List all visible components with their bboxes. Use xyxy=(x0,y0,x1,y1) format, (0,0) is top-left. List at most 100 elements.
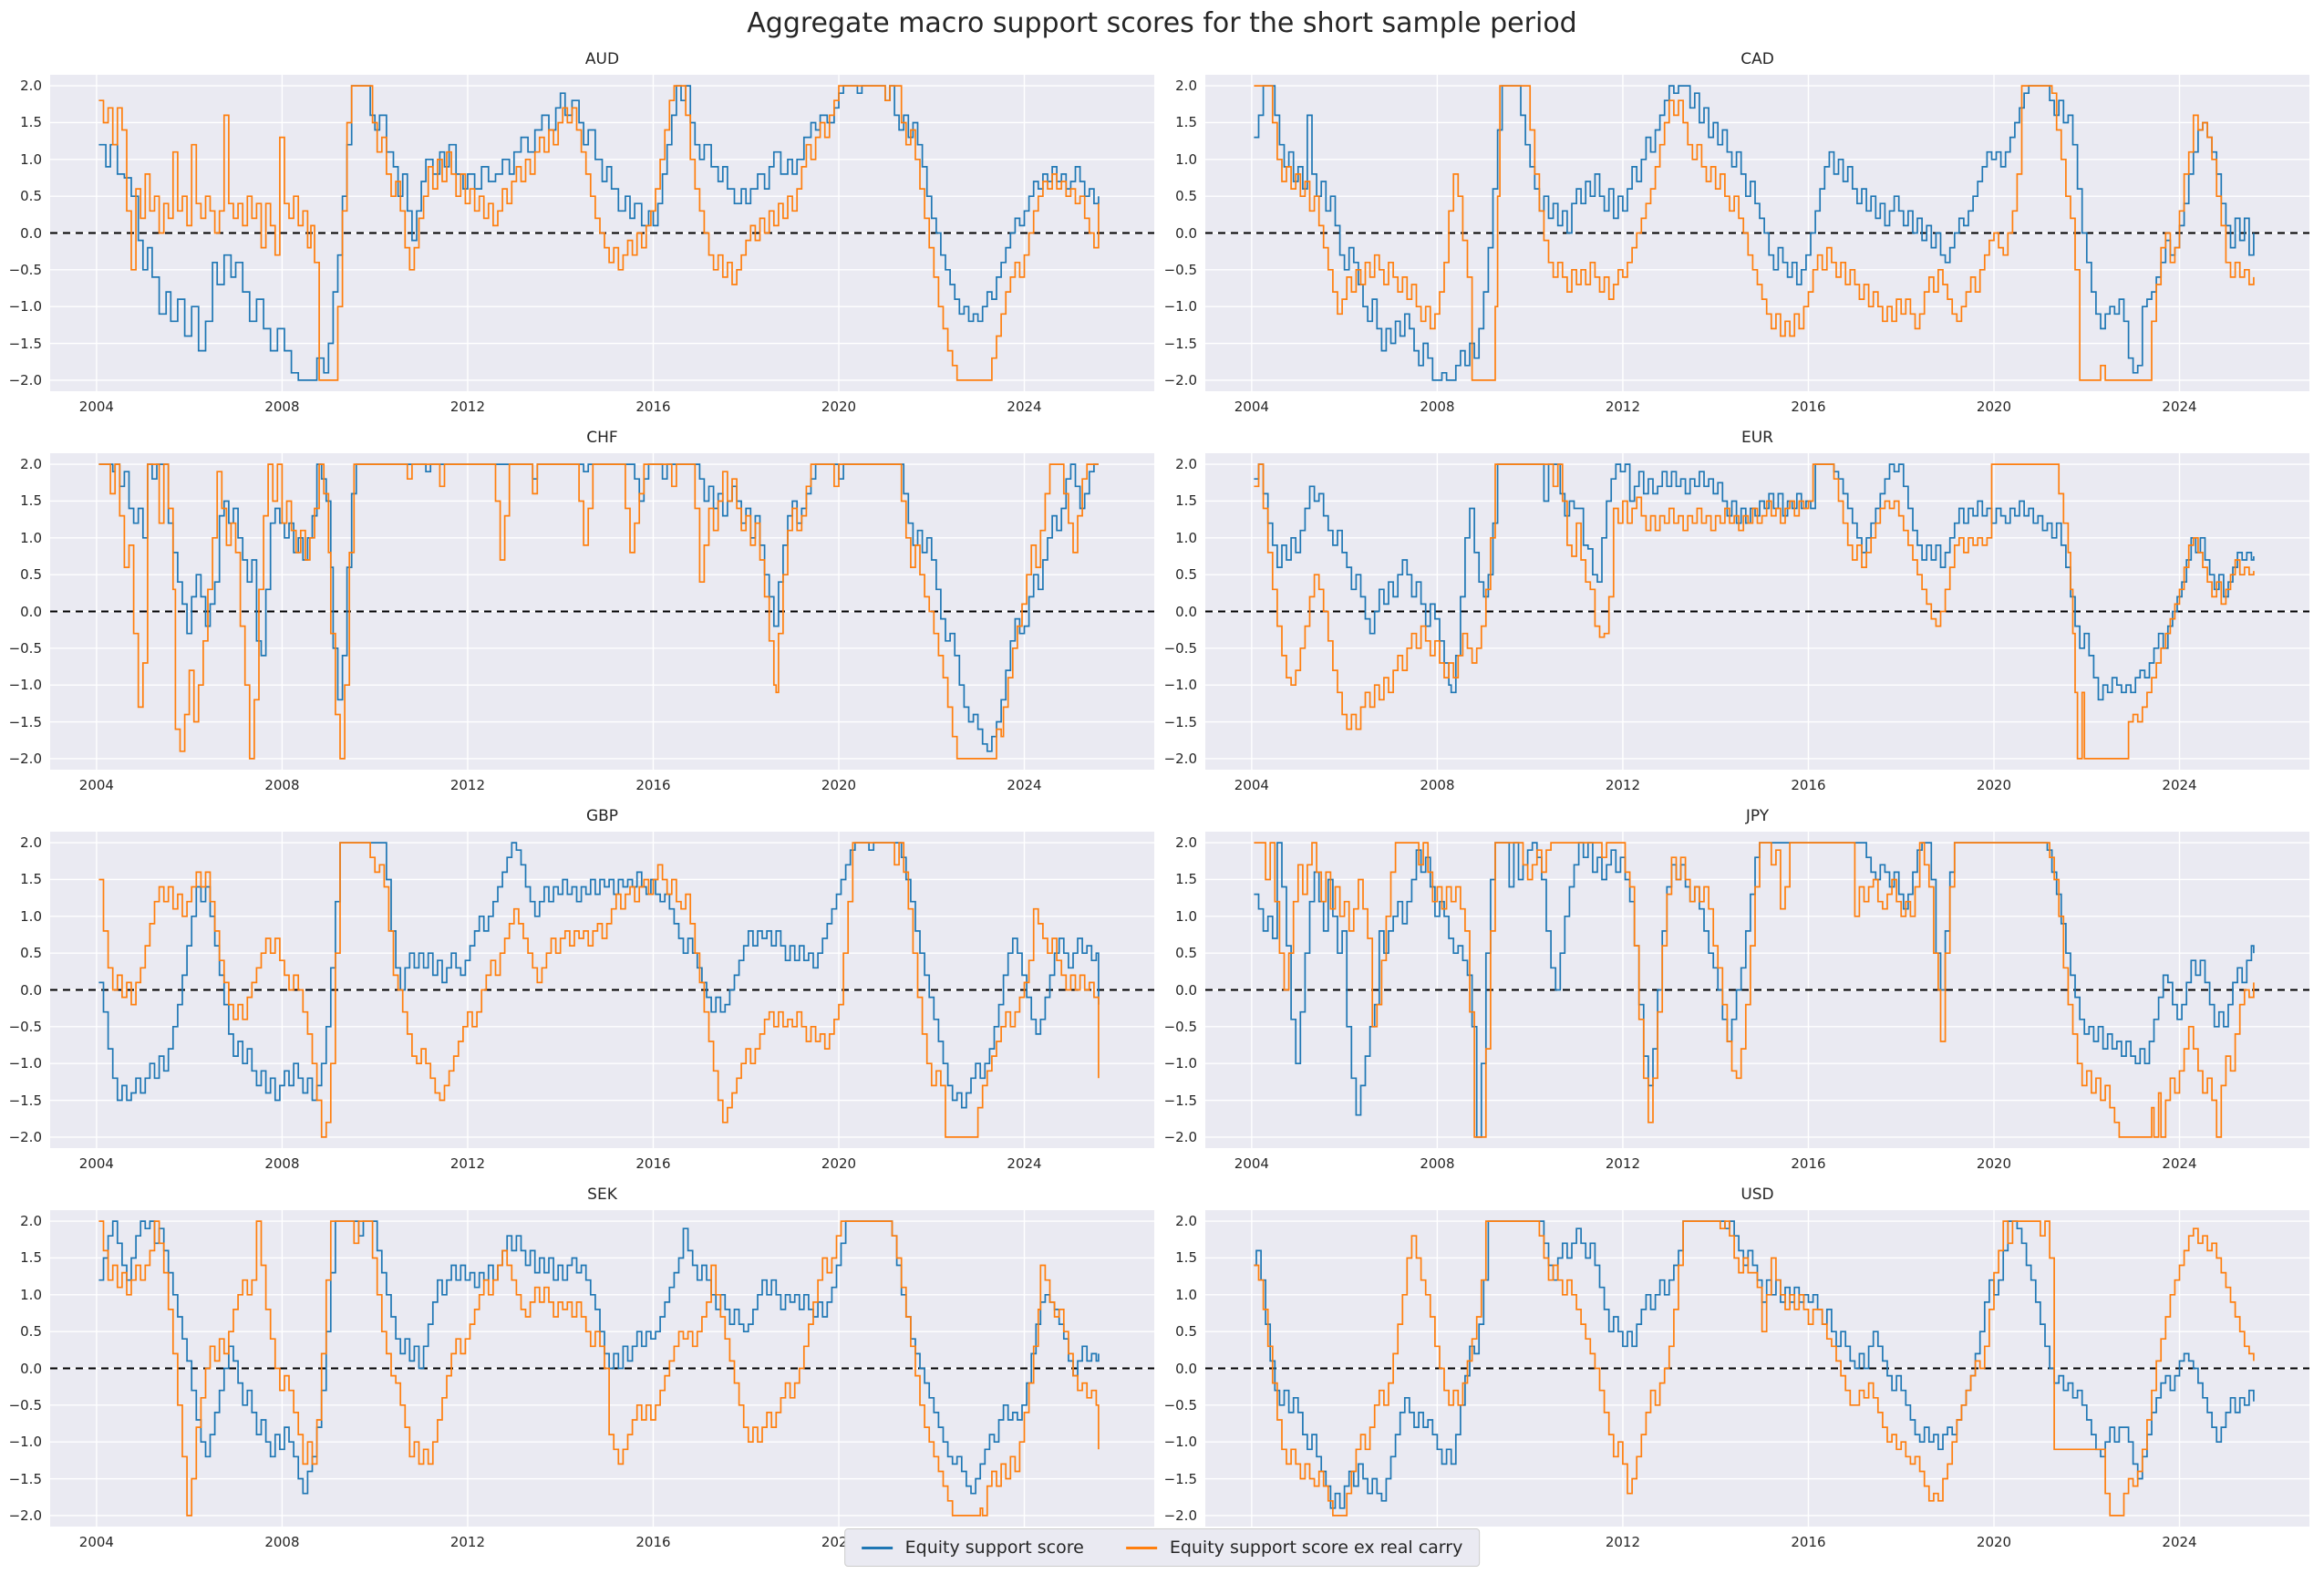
y-tick-label: 1.5 xyxy=(20,492,42,510)
y-tick-label: 1.0 xyxy=(20,907,42,925)
panel-jpy: JPY 2.0 1.5 1.0 0.5 0.0 −0.5 −1.0 −1.5 −2.0 2004 20… xyxy=(1164,807,2309,1172)
y-tick-label: −1.0 xyxy=(1163,677,1197,694)
y-tick-label: −0.5 xyxy=(1163,639,1197,657)
y-tick-label: 2.0 xyxy=(20,78,42,95)
x-tick-label: 2024 xyxy=(1007,1155,1042,1172)
y-tick-label: 1.0 xyxy=(20,150,42,168)
y-tick-label: −1.0 xyxy=(1163,1055,1197,1072)
x-tick-label: 2004 xyxy=(1234,1155,1269,1172)
series-equity-line xyxy=(98,463,1099,752)
y-tick-label: −2.0 xyxy=(8,1507,42,1524)
x-tick-label: 2020 xyxy=(1976,777,2012,793)
x-tick-label: 2008 xyxy=(1420,777,1455,793)
y-tick-label: −2.0 xyxy=(1163,371,1197,388)
panel-cad: CAD 2.0 1.5 1.0 0.5 0.0 −0.5 −1.0 −1.5 −2.0 2004 20… xyxy=(1164,50,2309,415)
x-tick-label: 2004 xyxy=(78,399,114,415)
x-tick-label: 2012 xyxy=(449,777,486,793)
y-tick-label: −1.5 xyxy=(8,713,42,730)
plot-area xyxy=(1205,832,2309,1148)
y-tick-label: 0.5 xyxy=(1175,1323,1197,1341)
series-ex-carry-line xyxy=(98,842,1100,1138)
x-tick-label: 2016 xyxy=(635,777,671,793)
x-tick-label: 2012 xyxy=(1605,777,1641,793)
x-tick-label: 2008 xyxy=(264,1534,300,1550)
series-equity-line xyxy=(98,85,1100,381)
panel-title: EUR xyxy=(1741,429,1773,447)
y-tick-label: 2.0 xyxy=(20,456,42,473)
y-tick-label: 2.0 xyxy=(20,834,42,852)
x-tick-label: 2024 xyxy=(1007,399,1042,415)
y-tick-label: 2.0 xyxy=(1175,78,1197,95)
x-tick-label: 2020 xyxy=(821,777,857,793)
y-tick-label: −1.0 xyxy=(8,298,42,316)
legend-item-ex-carry: Equity support score ex real carry xyxy=(1125,1538,1462,1558)
y-tick-label: 1.0 xyxy=(20,1286,42,1303)
x-tick-label: 2020 xyxy=(1976,1155,2012,1172)
x-tick-label: 2016 xyxy=(1791,1534,1826,1550)
panel-title: CHF xyxy=(586,429,618,447)
y-tick-label: 0.0 xyxy=(20,981,42,999)
plot-area xyxy=(50,832,1154,1148)
y-tick-label: −0.5 xyxy=(8,261,42,278)
x-tick-label: 2004 xyxy=(78,777,114,793)
y-tick-label: 2.0 xyxy=(1175,1213,1197,1230)
series-ex-carry-line xyxy=(1254,1220,2255,1517)
x-tick-label: 2016 xyxy=(1791,399,1826,415)
y-tick-label: −1.0 xyxy=(8,677,42,694)
y-tick-label: −1.5 xyxy=(8,335,42,352)
y-tick-label: −2.0 xyxy=(8,750,42,767)
y-tick-label: 0.0 xyxy=(20,603,42,620)
series-ex-carry-line xyxy=(98,463,1099,760)
y-tick-label: 1.5 xyxy=(1175,1249,1197,1267)
y-tick-label: 1.5 xyxy=(20,1249,42,1267)
series-ex-carry-line xyxy=(98,85,1100,381)
y-tick-label: 2.0 xyxy=(1175,834,1197,852)
y-tick-label: 0.0 xyxy=(1175,981,1197,999)
x-tick-label: 2008 xyxy=(264,1155,300,1172)
y-tick-label: −1.5 xyxy=(1163,1470,1197,1487)
y-tick-label: −0.5 xyxy=(1163,1018,1197,1035)
x-tick-label: 2024 xyxy=(2162,1155,2197,1172)
panel-chf: CHF 2.0 1.5 1.0 0.5 0.0 −0.5 −1.0 −1.5 −2.0 2004 20… xyxy=(9,429,1154,793)
y-tick-label: 1.5 xyxy=(1175,492,1197,510)
series-equity-line xyxy=(98,842,1100,1109)
y-tick-label: −1.0 xyxy=(1163,298,1197,316)
y-tick-label: −0.5 xyxy=(8,1396,42,1413)
y-tick-label: −2.0 xyxy=(8,1128,42,1145)
y-tick-label: 0.0 xyxy=(20,1360,42,1377)
y-tick-label: 2.0 xyxy=(20,1213,42,1230)
y-tick-label: 1.5 xyxy=(20,114,42,131)
x-tick-label: 2012 xyxy=(449,1155,486,1172)
series-ex-carry-line xyxy=(1254,85,2255,381)
y-tick-label: 1.5 xyxy=(1175,871,1197,888)
y-tick-label: 0.5 xyxy=(20,566,42,584)
y-tick-label: 1.5 xyxy=(1175,114,1197,131)
x-tick-label: 2024 xyxy=(2162,1534,2197,1550)
y-tick-label: 0.5 xyxy=(20,188,42,205)
x-tick-label: 2008 xyxy=(1420,399,1455,415)
y-tick-label: 0.0 xyxy=(1175,603,1197,620)
y-tick-label: −1.5 xyxy=(1163,1092,1197,1109)
x-tick-label: 2004 xyxy=(1234,399,1269,415)
panel-title: AUD xyxy=(584,50,620,68)
plot-area xyxy=(1205,453,2309,770)
panel-usd: USD2.01.51.00.50.0−0.5−1.0−1.5−2.0200420… xyxy=(1164,1186,2309,1550)
x-tick-label: 2024 xyxy=(2162,777,2197,793)
series-equity-line xyxy=(1254,463,2255,701)
x-tick-label: 2012 xyxy=(449,1534,486,1550)
y-tick-label: −0.5 xyxy=(1163,1396,1197,1413)
plot-area xyxy=(1205,75,2309,391)
panel-title: CAD xyxy=(1740,50,1774,68)
y-tick-label: 0.5 xyxy=(1175,945,1197,962)
panel-title: JPY xyxy=(1745,807,1770,825)
y-tick-label: 0.0 xyxy=(1175,224,1197,242)
x-tick-label: 2012 xyxy=(1605,399,1641,415)
x-tick-label: 2004 xyxy=(1234,777,1269,793)
series-ex-carry-line xyxy=(1254,842,2255,1138)
x-tick-label: 2024 xyxy=(2162,399,2197,415)
y-tick-label: 2.0 xyxy=(1175,456,1197,473)
y-tick-label: 1.0 xyxy=(1175,907,1197,925)
x-tick-label: 2004 xyxy=(78,1155,114,1172)
legend-line-swatch-blue xyxy=(861,1546,893,1549)
y-tick-label: −1.0 xyxy=(1163,1434,1197,1451)
